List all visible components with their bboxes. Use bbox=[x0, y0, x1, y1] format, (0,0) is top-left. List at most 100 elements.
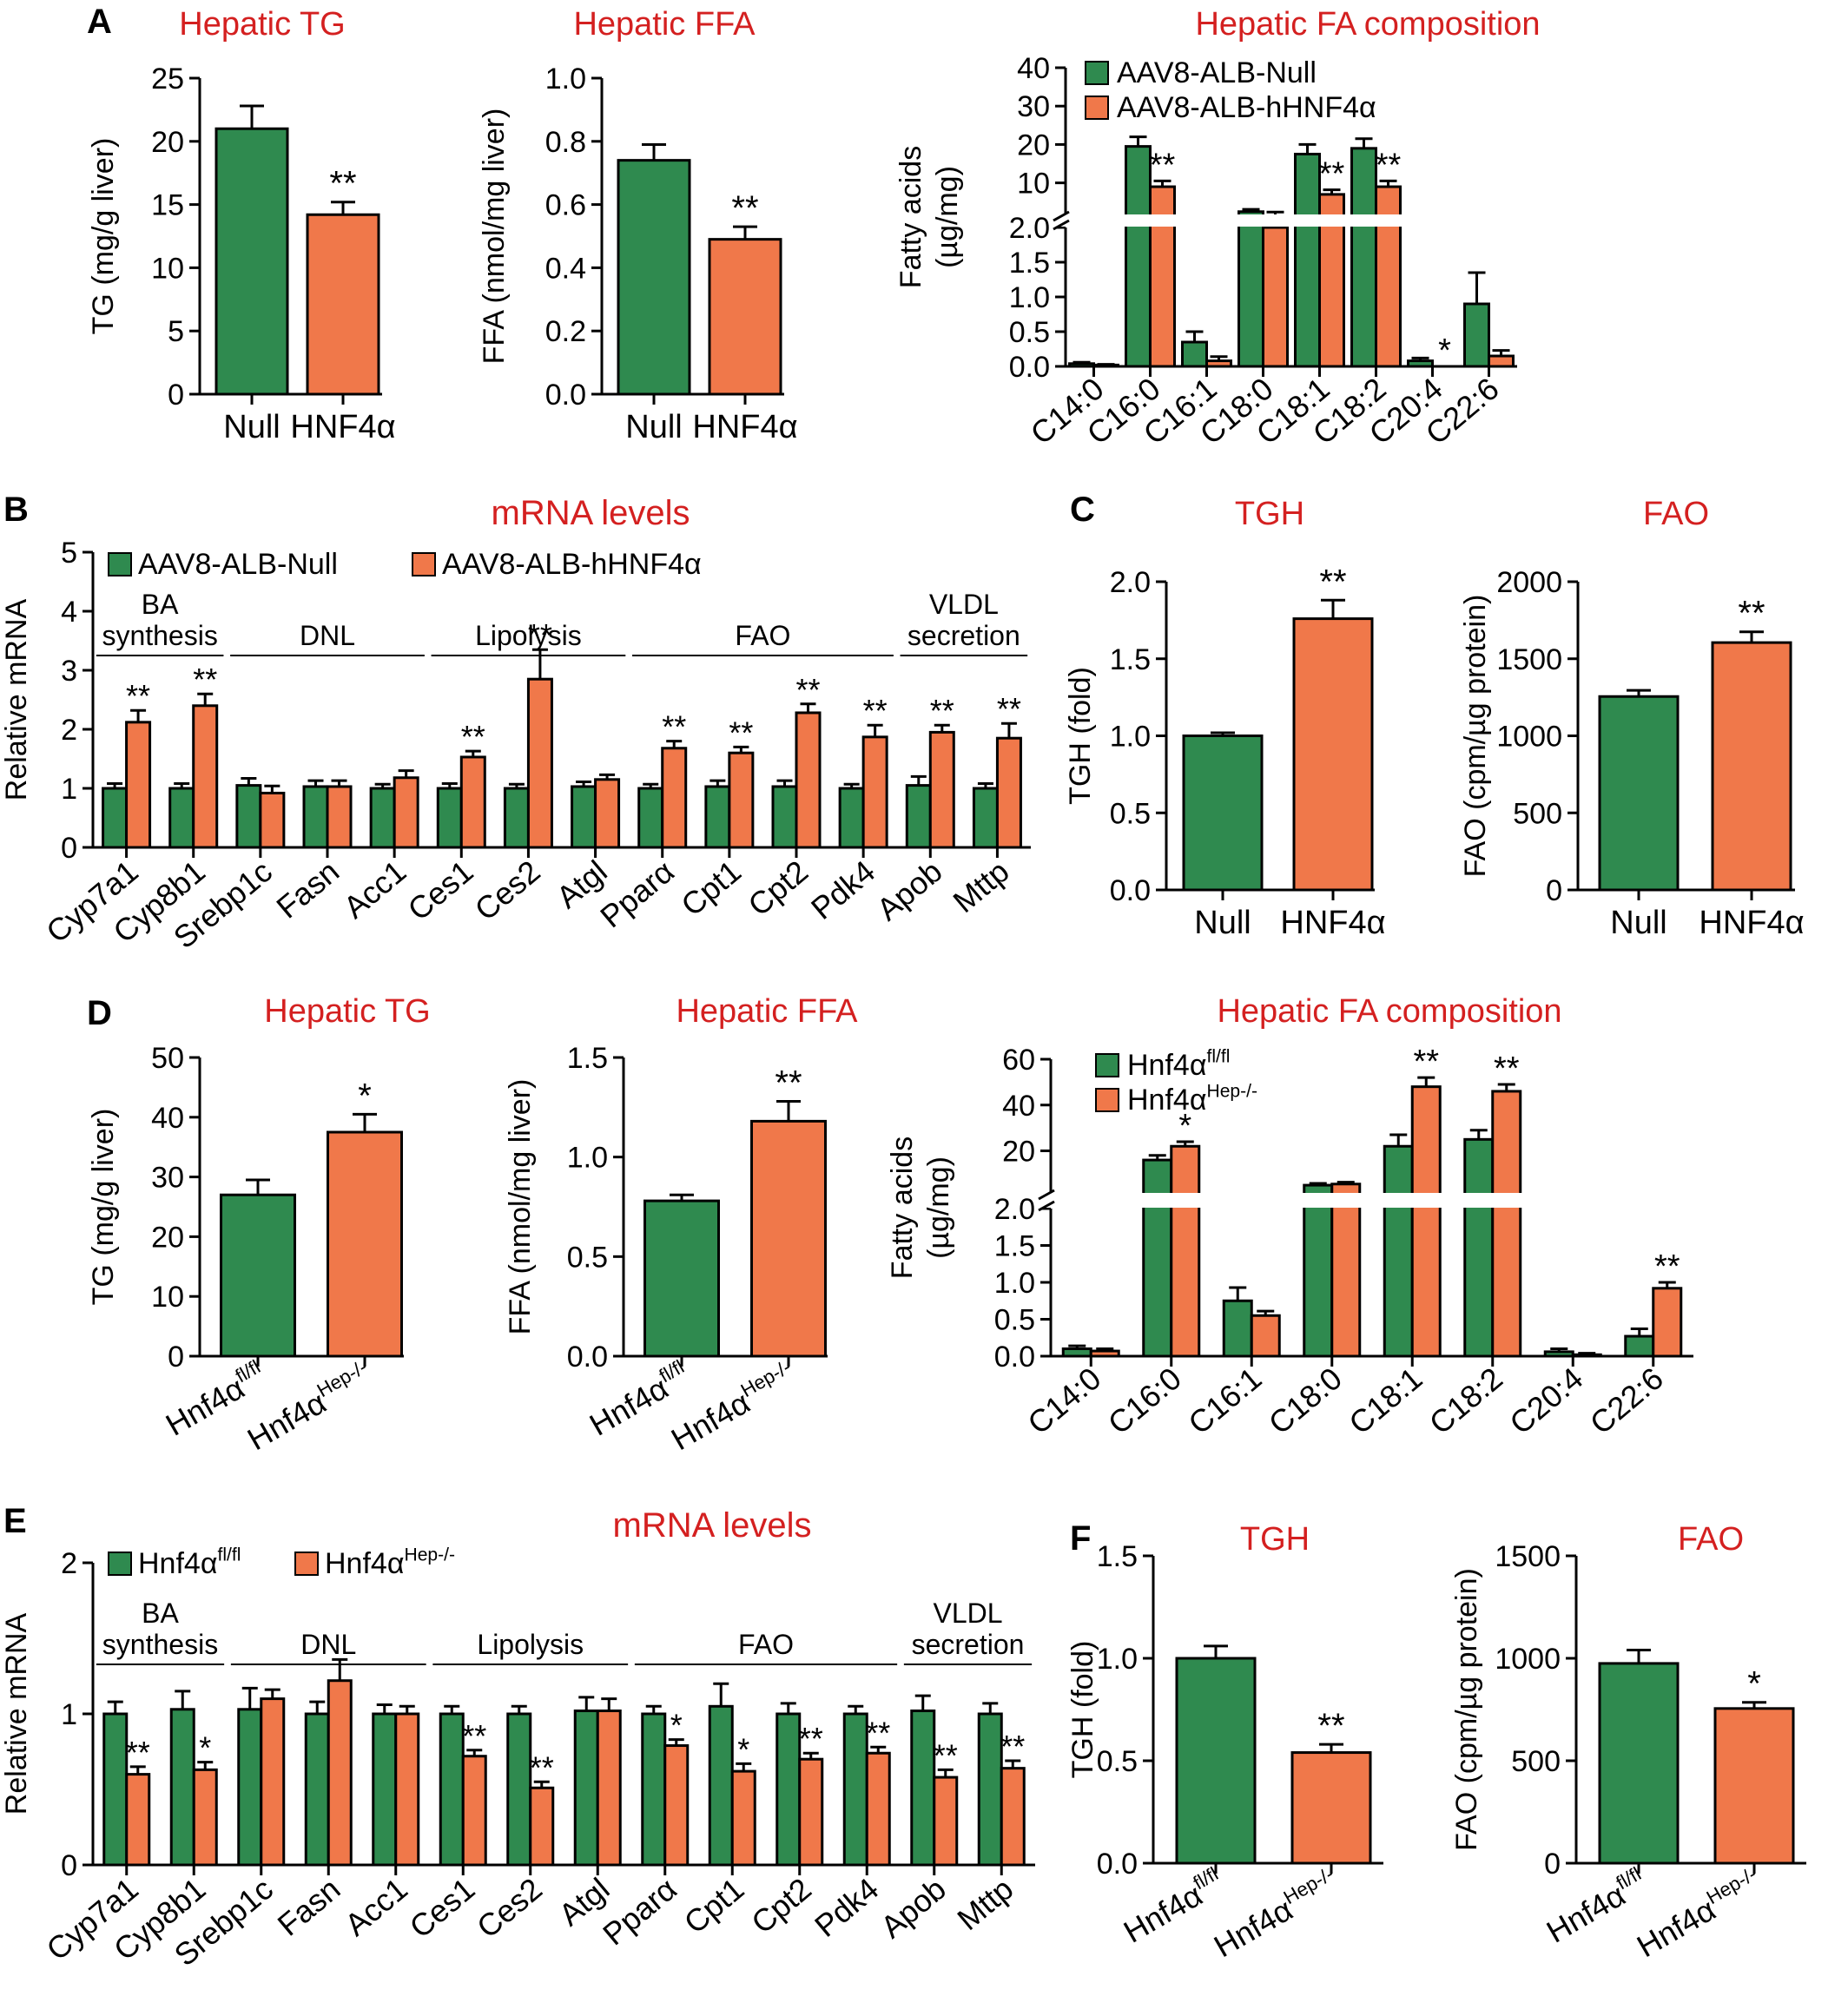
bar bbox=[372, 1712, 398, 1867]
bar bbox=[1149, 185, 1176, 368]
bar bbox=[1170, 1144, 1201, 1358]
y-tick-label: 1.5 bbox=[994, 1230, 1035, 1263]
y-tick-label: 1.5 bbox=[567, 1042, 608, 1075]
bar bbox=[798, 1757, 824, 1867]
y-axis-label: TG (mg/g liver) bbox=[87, 1109, 120, 1306]
panel-letter-C: C bbox=[1070, 491, 1095, 529]
y-tick-label: 0 bbox=[1544, 1848, 1561, 1881]
bar bbox=[795, 711, 822, 849]
bar bbox=[302, 785, 329, 849]
chart-title: Hepatic FA composition bbox=[1217, 993, 1561, 1030]
significance-marker: ** bbox=[126, 1735, 150, 1770]
y-tick-label: 1.0 bbox=[545, 63, 586, 96]
significance-marker: ** bbox=[866, 1715, 890, 1750]
x-tick-label: Null bbox=[1194, 905, 1251, 941]
y-axis-label-line: TG (mg/g liver) bbox=[87, 138, 120, 335]
y-tick-label: 2000 bbox=[1496, 566, 1562, 599]
group-label: FAO bbox=[735, 620, 790, 651]
group-label: FAO bbox=[738, 1629, 794, 1660]
y-axis-label-line: Fatty acids bbox=[886, 1136, 919, 1279]
y-tick-label: 1 bbox=[61, 1698, 77, 1731]
axis-break-mark bbox=[1053, 219, 1070, 231]
y-tick-label: 2.0 bbox=[1110, 566, 1151, 599]
chart-C1: TGH TGH (fold) 0.0 0.5 1.0 1.5 2.0 Null ** HNF4α bbox=[1064, 496, 1386, 941]
bar bbox=[594, 778, 621, 849]
chart-title: Hepatic FFA bbox=[573, 6, 756, 43]
bar bbox=[192, 704, 219, 849]
y-tick-label: 20 bbox=[151, 126, 184, 159]
y-axis-label: TGH (fold) bbox=[1066, 1641, 1099, 1779]
group-label: DNL bbox=[300, 1629, 356, 1660]
label-base: Hnf4α bbox=[138, 1547, 217, 1580]
y-axis-label-line: TG (mg/g liver) bbox=[87, 1109, 120, 1306]
chart-A3: Hepatic FA composition Fatty acids (µg/mg)… bbox=[894, 6, 1541, 451]
chart-title: Hepatic FFA bbox=[676, 993, 858, 1030]
label-superscript: Hep-/- bbox=[1206, 1082, 1257, 1102]
bar bbox=[910, 1710, 936, 1867]
y-tick-label: 1.0 bbox=[994, 1267, 1035, 1300]
axis-break bbox=[1039, 1193, 1699, 1208]
group-label: BA bbox=[142, 1598, 179, 1629]
bar bbox=[708, 1704, 734, 1867]
panel-letter-A: A bbox=[87, 3, 112, 41]
bar bbox=[838, 787, 865, 849]
y-tick-label: 4 bbox=[61, 596, 77, 629]
y-axis-label: Fatty acids (µg/mg) bbox=[886, 1136, 955, 1279]
legend-swatch bbox=[294, 1552, 319, 1576]
bar bbox=[661, 747, 688, 849]
bar bbox=[439, 1712, 465, 1867]
chart-title: mRNA levels bbox=[492, 494, 690, 532]
chart-title: Hepatic TG bbox=[179, 6, 345, 43]
bar bbox=[260, 1697, 286, 1867]
significance-marker: ** bbox=[462, 1718, 486, 1754]
bar bbox=[1262, 226, 1289, 368]
legend-label: AAV8-ALB-hHNF4α bbox=[1117, 91, 1376, 124]
significance-marker: ** bbox=[930, 693, 954, 728]
bar bbox=[573, 1710, 599, 1867]
significance-marker: * bbox=[1438, 333, 1451, 369]
significance-marker: ** bbox=[193, 662, 217, 697]
bar bbox=[571, 785, 597, 849]
y-tick-label: 1500 bbox=[1495, 1540, 1561, 1573]
y-axis-label: Relative mRNA bbox=[0, 1612, 33, 1815]
x-tick-label: HNF4α bbox=[290, 409, 395, 445]
y-tick-label: 0.5 bbox=[1009, 316, 1050, 349]
y-tick-label: 1 bbox=[61, 773, 77, 806]
bar bbox=[327, 1679, 353, 1867]
significance-marker: ** bbox=[731, 189, 758, 227]
bar bbox=[1089, 1349, 1120, 1358]
bar bbox=[861, 735, 888, 849]
y-tick-label: 0 bbox=[61, 832, 77, 865]
bar bbox=[169, 1708, 195, 1867]
bar bbox=[1303, 1183, 1334, 1358]
bar bbox=[1061, 1347, 1092, 1358]
y-axis-label-line: FFA (nmol/mg liver) bbox=[504, 1079, 537, 1335]
y-tick-label: 0.2 bbox=[545, 315, 586, 348]
bar bbox=[1410, 1085, 1442, 1358]
bar bbox=[1292, 617, 1374, 892]
bar bbox=[1543, 1350, 1574, 1358]
group-label: secretion bbox=[912, 1629, 1025, 1660]
legend-label: AAV8-ALB-Null bbox=[138, 548, 338, 581]
legend-label: AAV8-ALB-Null bbox=[1117, 56, 1317, 89]
bar bbox=[192, 1768, 218, 1867]
bar bbox=[1407, 359, 1434, 368]
y-tick-label: 0 bbox=[1546, 874, 1562, 907]
y-tick-label: 15 bbox=[151, 189, 184, 222]
y-axis-label-line: FFA (nmol/mg liver) bbox=[478, 109, 511, 365]
y-tick-label: 1.0 bbox=[567, 1142, 608, 1175]
y-tick-label: 1.0 bbox=[1097, 1643, 1138, 1676]
bar bbox=[1463, 1137, 1495, 1358]
bar bbox=[306, 213, 380, 396]
group-label: BA bbox=[142, 589, 179, 620]
significance-marker: ** bbox=[1319, 563, 1346, 601]
chart-title: Hepatic TG bbox=[264, 993, 430, 1030]
panel-letter-E: E bbox=[3, 1502, 27, 1540]
y-tick-label: 0.0 bbox=[567, 1341, 608, 1374]
group-label: DNL bbox=[300, 620, 355, 651]
significance-marker: ** bbox=[461, 719, 485, 754]
significance-marker: ** bbox=[1654, 1248, 1680, 1285]
significance-marker: ** bbox=[1494, 1051, 1520, 1087]
bar bbox=[461, 1755, 487, 1867]
